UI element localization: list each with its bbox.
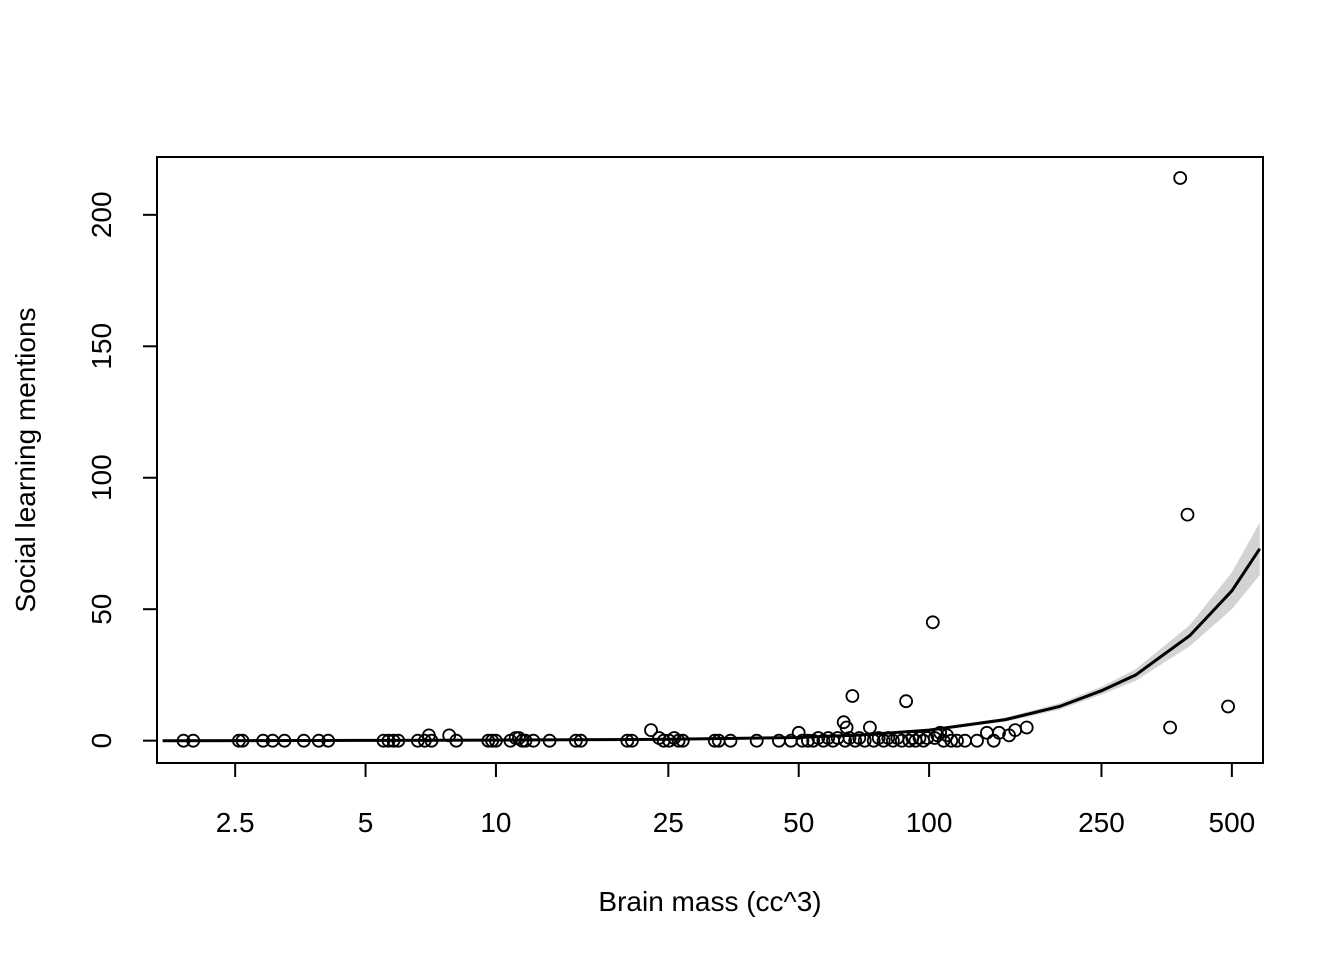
data-point bbox=[526, 733, 541, 748]
x-tick-label: 10 bbox=[480, 807, 511, 838]
y-tick-label: 100 bbox=[86, 454, 117, 501]
data-point bbox=[296, 733, 311, 748]
data-point bbox=[675, 733, 690, 748]
data-point bbox=[488, 733, 503, 748]
data-point bbox=[449, 733, 464, 748]
data-point bbox=[920, 731, 935, 745]
data-point bbox=[1163, 720, 1177, 735]
data-point bbox=[176, 733, 191, 748]
data-point bbox=[958, 733, 972, 748]
data-point bbox=[857, 733, 872, 748]
data-point bbox=[791, 725, 806, 740]
data-point bbox=[235, 733, 250, 748]
fit-line bbox=[162, 547, 1262, 743]
data-point bbox=[277, 733, 292, 748]
data-point bbox=[381, 733, 396, 748]
fit-line-layer bbox=[162, 547, 1262, 743]
data-point bbox=[980, 725, 994, 740]
data-point bbox=[424, 733, 439, 748]
x-axis: 2.5 5 10 25 50 100 250 500 bbox=[216, 762, 1256, 838]
data-point bbox=[518, 733, 533, 748]
data-point bbox=[569, 733, 583, 748]
data-point bbox=[481, 733, 496, 748]
data-point bbox=[644, 723, 658, 737]
confidence-band-layer bbox=[162, 522, 1260, 741]
data-point bbox=[707, 733, 722, 748]
data-point bbox=[992, 725, 1006, 740]
y-axis: 0 50 100 150 200 bbox=[86, 191, 158, 749]
data-point bbox=[795, 733, 810, 748]
data-point bbox=[231, 733, 246, 748]
data-point bbox=[902, 733, 917, 748]
data-points-layer bbox=[176, 171, 1235, 748]
data-point bbox=[186, 733, 201, 748]
data-point bbox=[573, 733, 588, 748]
data-point bbox=[1019, 720, 1034, 735]
data-point bbox=[1173, 171, 1188, 185]
confidence-band bbox=[162, 522, 1260, 741]
y-tick-label: 0 bbox=[86, 733, 117, 749]
plot-frame bbox=[156, 156, 1264, 764]
data-point bbox=[512, 731, 526, 745]
x-tick-label: 250 bbox=[1078, 807, 1125, 838]
x-tick-label: 25 bbox=[653, 807, 684, 838]
data-point bbox=[321, 733, 336, 748]
data-point bbox=[625, 733, 639, 748]
y-tick-label: 150 bbox=[86, 323, 117, 370]
data-point bbox=[916, 733, 931, 748]
data-point bbox=[1221, 699, 1235, 714]
x-tick-label: 500 bbox=[1209, 807, 1256, 838]
data-point bbox=[925, 615, 940, 630]
x-axis-title: Brain mass (cc^3) bbox=[598, 886, 821, 917]
y-tick-label: 50 bbox=[86, 594, 117, 625]
x-tick-label: 5 bbox=[358, 807, 374, 838]
data-point bbox=[485, 733, 500, 748]
data-point bbox=[620, 733, 635, 748]
data-point bbox=[723, 733, 738, 748]
data-point bbox=[933, 725, 947, 740]
data-point bbox=[944, 733, 959, 748]
data-point bbox=[311, 733, 326, 748]
data-point bbox=[970, 733, 984, 748]
x-tick-label: 2.5 bbox=[216, 807, 255, 838]
data-point bbox=[542, 733, 557, 748]
data-point bbox=[899, 694, 913, 709]
data-point bbox=[391, 733, 406, 748]
data-point bbox=[950, 733, 964, 748]
data-point bbox=[376, 733, 391, 748]
data-point bbox=[749, 733, 764, 748]
y-axis-title: Social learning mentions bbox=[10, 307, 41, 612]
data-point bbox=[671, 733, 686, 748]
data-point bbox=[863, 720, 877, 735]
x-tick-label: 50 bbox=[783, 807, 814, 838]
y-tick-label: 200 bbox=[86, 191, 117, 238]
data-point bbox=[410, 733, 425, 748]
data-point bbox=[845, 689, 860, 703]
data-point bbox=[1180, 507, 1195, 522]
x-tick-label: 100 bbox=[906, 807, 953, 838]
data-point bbox=[256, 733, 271, 748]
data-point bbox=[386, 733, 401, 748]
